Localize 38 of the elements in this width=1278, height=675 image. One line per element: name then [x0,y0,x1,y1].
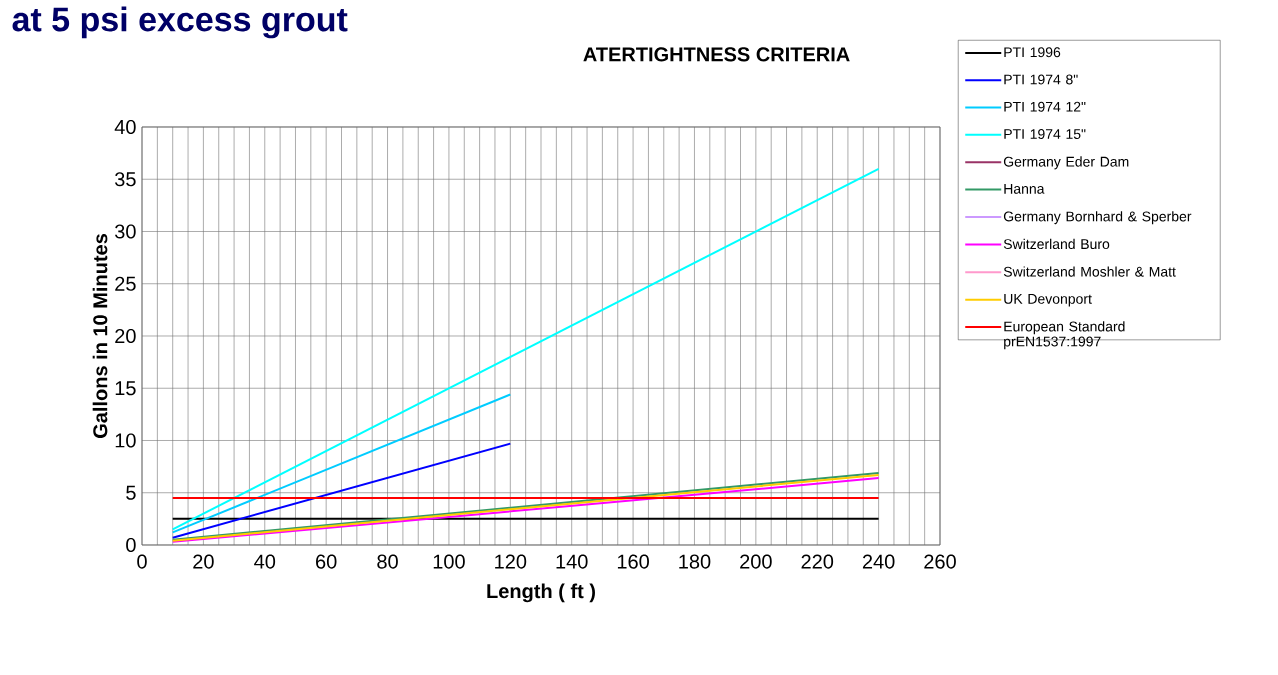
x-tick-label: 260 [924,554,956,569]
legend-label: PTI 1974 15" [1004,129,1086,139]
y-tick-label: 5 [126,485,136,500]
legend-label: PTI 1974 12" [1004,101,1086,112]
y-tick-label: 30 [115,224,136,239]
y-tick-label: 0 [126,537,136,553]
x-tick-label: 120 [495,554,527,569]
legend-label: European Standard prEN1537:1997 [1004,321,1125,350]
y-tick-label: 25 [115,276,136,291]
y-tick-label: 35 [115,172,136,187]
y-tick-label: 40 [114,119,136,135]
x-tick-label: 20 [193,554,214,569]
x-tick-label: 200 [740,554,772,569]
legend-label: Hanna [1004,184,1045,194]
x-tick-label: 160 [617,554,649,569]
y-tick-label: 15 [115,381,136,396]
x-tick-label: 240 [862,554,895,569]
legend-label: Germany Eder Dam [1003,156,1129,170]
y-tick-label: 20 [115,328,136,344]
y-axis-title: Gallons in 10 Minutes [92,234,108,438]
x-axis-title: Length ( ft ) [487,583,595,603]
x-tick-label: 60 [316,554,337,569]
legend-label: PTI 1996 [1004,47,1061,58]
legend-label: Germany Bornhard & Sperber [1003,211,1192,225]
legend-label: Switzerland Buro [1003,238,1110,250]
legend-label: PTI 1974 8" [1004,74,1078,85]
x-tick-label: 80 [377,554,398,569]
x-tick-label: 140 [556,554,588,569]
text: at 5 psi excess grout [12,6,348,39]
y-tick-label: 10 [115,433,136,448]
x-tick-label: 180 [679,554,711,569]
x-tick-label: 40 [254,554,276,569]
legend-label: Switzerland Moshler & Matt [1003,266,1176,277]
x-tick-label: 100 [433,554,465,569]
legend-label: UK Devonport [1004,294,1092,307]
x-tick-label: 0 [137,554,147,569]
chart-title: ATERTIGHTNESS CRITERIA [583,47,850,62]
x-tick-label: 220 [801,554,834,569]
